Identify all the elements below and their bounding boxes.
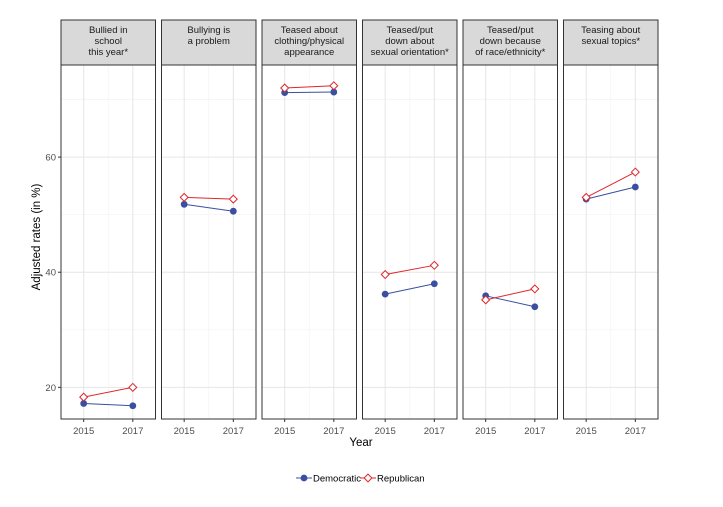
facet-title-line: Teased about xyxy=(281,25,338,36)
series-line-republican xyxy=(485,288,535,301)
legend-label: Republican xyxy=(377,474,425,485)
facet-title-line: down about xyxy=(385,36,434,47)
facet-title-line: sexual topics* xyxy=(581,36,640,47)
series-line-democratic xyxy=(586,186,636,200)
x-tick-label: 2015 xyxy=(375,426,396,437)
x-tick-label: 2017 xyxy=(524,426,545,437)
facet-title-line: of race/ethnicity* xyxy=(475,47,546,58)
data-point-democratic xyxy=(180,200,188,208)
x-tick-label: 2015 xyxy=(576,426,597,437)
legend-key-marker xyxy=(363,473,373,483)
data-point-republican xyxy=(280,83,290,93)
data-point-republican xyxy=(228,194,238,204)
panel-border xyxy=(563,64,659,420)
legend-label: Democratic xyxy=(313,474,361,485)
y-tick-label: 40 xyxy=(45,268,56,279)
x-tick-label: 2017 xyxy=(223,426,244,437)
x-tick-label: 2015 xyxy=(174,426,195,437)
series-line-republican xyxy=(184,196,234,200)
x-tick-label: 2017 xyxy=(625,426,646,437)
data-point-republican xyxy=(530,284,540,294)
legend-item-democratic: Democratic xyxy=(296,474,361,485)
data-point-democratic xyxy=(531,303,539,311)
data-point-republican xyxy=(79,392,89,402)
facet-title-line: this year* xyxy=(88,47,128,58)
series-line-democratic xyxy=(385,283,435,295)
facet-title-line: school xyxy=(95,36,122,47)
facet-title-line: sexual orientation* xyxy=(371,47,449,58)
y-tick-label: 60 xyxy=(45,153,56,164)
data-point-republican xyxy=(329,81,339,91)
series-line-democratic xyxy=(83,402,133,407)
data-point-democratic xyxy=(430,280,438,288)
facet-title-line: Teased/put xyxy=(387,25,434,36)
data-point-democratic xyxy=(129,402,137,410)
series-line-republican xyxy=(83,386,133,398)
facet-panel-2: Bullying isa problem 2015 2017 xyxy=(161,19,257,437)
legend-item-republican: Republican xyxy=(360,473,425,485)
legend: Democratic Republican xyxy=(296,473,425,485)
series-line-democratic xyxy=(284,91,334,94)
data-point-democratic xyxy=(381,290,389,298)
facet-strip xyxy=(362,19,458,66)
panel-border xyxy=(261,64,357,420)
data-point-republican xyxy=(481,295,491,305)
x-tick-label: 2017 xyxy=(122,426,143,437)
y-tick-label: 20 xyxy=(45,383,56,394)
x-tick-label: 2015 xyxy=(73,426,94,437)
x-tick-label: 2015 xyxy=(274,426,295,437)
facet-title-line: Bullying is xyxy=(187,25,230,36)
series-line-republican xyxy=(385,264,435,276)
facet-strip xyxy=(161,19,257,66)
series-line-republican xyxy=(284,85,334,89)
legend-key-marker xyxy=(300,474,308,482)
y-axis: 20 40 60 xyxy=(45,153,61,394)
x-tick-label: 2015 xyxy=(475,426,496,437)
facet-title-line: a problem xyxy=(188,36,230,47)
facet-title-line: down because xyxy=(480,36,541,47)
data-point-republican xyxy=(179,192,189,202)
series-line-republican xyxy=(585,171,636,198)
data-point-republican xyxy=(380,269,390,280)
x-tick-label: 2017 xyxy=(323,426,344,437)
facet-strip xyxy=(60,19,156,66)
data-point-democratic xyxy=(229,207,237,215)
x-tick-label: 2017 xyxy=(424,426,445,437)
facet-title-line: appearance xyxy=(284,47,334,58)
data-point-republican xyxy=(581,192,591,202)
panel-border xyxy=(60,64,156,420)
x-axis-title: Year xyxy=(349,437,372,449)
data-point-democratic xyxy=(631,183,639,191)
series-line-democratic xyxy=(184,203,234,212)
facet-title-line: clothing/physical xyxy=(274,36,344,47)
panel-border xyxy=(161,64,257,420)
data-point-republican xyxy=(128,382,138,392)
data-point-republican xyxy=(630,167,640,177)
y-axis-title: Adjusted rates (in %) xyxy=(31,183,43,290)
data-point-democratic xyxy=(80,400,88,407)
facet-title-line: Teasing about xyxy=(581,25,641,36)
data-point-republican xyxy=(429,260,439,270)
facet-title-line: Teased/put xyxy=(487,25,534,36)
facet-title-line: Bullied in xyxy=(89,25,128,36)
panel-border xyxy=(462,64,558,420)
facet-strip xyxy=(261,19,357,66)
facet-strip xyxy=(563,19,659,66)
data-point-democratic xyxy=(330,88,338,96)
panel-border xyxy=(362,64,458,420)
